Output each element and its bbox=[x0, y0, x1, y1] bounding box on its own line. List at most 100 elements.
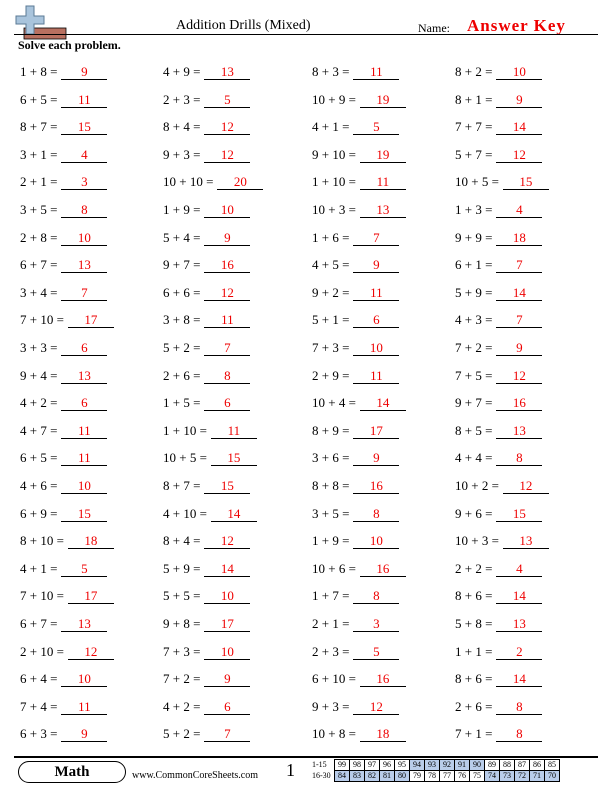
answer: 11 bbox=[204, 313, 251, 329]
answer: 10 bbox=[353, 341, 400, 356]
score-cell: 85 bbox=[544, 759, 560, 771]
question: 5 + 7 = bbox=[455, 146, 493, 162]
question: 1 + 10 = bbox=[312, 174, 356, 190]
answer: 15 bbox=[210, 451, 257, 467]
problem: 8 + 7 = 15 bbox=[163, 478, 251, 494]
answer: 9 bbox=[61, 65, 108, 80]
score-cell: 95 bbox=[394, 759, 410, 771]
question: 9 + 3 = bbox=[312, 698, 350, 714]
problem: 10 + 3 = 13 bbox=[455, 533, 549, 550]
question: 2 + 6 = bbox=[163, 367, 201, 383]
answer: 6 bbox=[353, 313, 400, 329]
problem: 8 + 2 = 10 bbox=[455, 64, 543, 80]
problem: 6 + 1 = 7 bbox=[455, 257, 543, 274]
question: 6 + 9 = bbox=[20, 505, 58, 521]
answer: 7 bbox=[204, 727, 251, 743]
question: 5 + 1 = bbox=[312, 312, 350, 328]
answer: 18 bbox=[67, 534, 114, 550]
problem: 5 + 9 = 14 bbox=[455, 284, 543, 301]
question: 5 + 9 = bbox=[455, 284, 493, 300]
answer: 15 bbox=[502, 175, 549, 191]
problem: 2 + 1 = 3 bbox=[20, 174, 108, 191]
answer: 17 bbox=[204, 617, 251, 632]
problem: 4 + 2 = 6 bbox=[20, 395, 108, 412]
answer: 11 bbox=[61, 423, 108, 439]
problem: 8 + 4 = 12 bbox=[163, 533, 251, 550]
problem: 9 + 7 = 16 bbox=[163, 257, 251, 274]
answer: 17 bbox=[67, 589, 114, 605]
question: 7 + 2 = bbox=[163, 671, 201, 687]
problem: 1 + 3 = 4 bbox=[455, 202, 543, 218]
problem: 8 + 4 = 12 bbox=[163, 119, 251, 136]
answer: 8 bbox=[353, 506, 400, 522]
score-cell: 81 bbox=[379, 770, 395, 782]
problem: 7 + 10 = 17 bbox=[20, 588, 114, 605]
score-cell: 90 bbox=[469, 759, 485, 771]
score-cell: 70 bbox=[544, 770, 560, 782]
question: 10 + 2 = bbox=[455, 478, 499, 493]
score-cell: 88 bbox=[499, 759, 515, 771]
page-number: 1 bbox=[286, 760, 295, 780]
question: 10 + 3 = bbox=[455, 533, 499, 549]
answer: 13 bbox=[61, 617, 108, 632]
problem: 1 + 6 = 7 bbox=[312, 230, 400, 246]
problem: 8 + 3 = 11 bbox=[312, 64, 400, 80]
question: 1 + 10 = bbox=[163, 422, 207, 438]
answer: 9 bbox=[353, 258, 400, 274]
problem: 7 + 4 = 11 bbox=[20, 699, 108, 715]
problem: 2 + 8 = 10 bbox=[20, 230, 108, 246]
score-table: 1-15 99 98 97 96 95 94 93 92 91 90 89 88 87 86 85 16-30 8… bbox=[312, 759, 560, 782]
answer: 11 bbox=[353, 368, 400, 384]
score-cell: 71 bbox=[529, 770, 545, 782]
answer: 10 bbox=[204, 203, 251, 218]
subject-badge: Math bbox=[18, 761, 126, 783]
problem: 7 + 10 = 17 bbox=[20, 312, 114, 329]
question: 6 + 6 = bbox=[163, 284, 201, 300]
answer: 15 bbox=[204, 479, 251, 494]
score-cell: 96 bbox=[379, 759, 395, 771]
question: 4 + 6 = bbox=[20, 478, 58, 493]
answer: 7 bbox=[204, 341, 251, 356]
question: 6 + 5 = bbox=[20, 450, 58, 466]
answer: 10 bbox=[496, 65, 543, 80]
answer: 13 bbox=[204, 65, 251, 80]
answer: 16 bbox=[359, 672, 406, 688]
problem: 1 + 10 = 11 bbox=[163, 423, 257, 439]
score-cell: 83 bbox=[349, 770, 365, 782]
question: 1 + 9 = bbox=[163, 202, 201, 217]
question: 3 + 6 = bbox=[312, 450, 350, 466]
question: 10 + 8 = bbox=[312, 726, 356, 742]
problem: 3 + 8 = 11 bbox=[163, 312, 251, 329]
name-label: Name: bbox=[418, 21, 450, 35]
answer: 17 bbox=[353, 423, 400, 439]
score-cell: 77 bbox=[439, 770, 455, 782]
answer: 14 bbox=[204, 561, 251, 577]
question: 3 + 8 = bbox=[163, 312, 201, 328]
score-cell: 91 bbox=[454, 759, 470, 771]
score-cell: 86 bbox=[529, 759, 545, 771]
question: 8 + 1 = bbox=[455, 91, 493, 107]
problem: 8 + 10 = 18 bbox=[20, 533, 114, 550]
answer: 14 bbox=[359, 396, 406, 412]
answer: 6 bbox=[204, 396, 251, 412]
problem: 5 + 2 = 7 bbox=[163, 340, 251, 356]
answer: 12 bbox=[204, 147, 251, 163]
problem: 6 + 4 = 10 bbox=[20, 671, 108, 688]
problem: 9 + 6 = 15 bbox=[455, 506, 543, 522]
problem: 3 + 4 = 7 bbox=[20, 285, 108, 301]
header-rule bbox=[14, 34, 598, 35]
question: 8 + 7 = bbox=[20, 119, 58, 135]
question: 7 + 10 = bbox=[20, 588, 64, 604]
problem: 4 + 5 = 9 bbox=[312, 257, 400, 274]
answer: 3 bbox=[353, 617, 400, 632]
problem: 6 + 9 = 15 bbox=[20, 505, 108, 522]
answer: 14 bbox=[496, 120, 543, 136]
answer: 12 bbox=[502, 479, 549, 494]
problem: 6 + 5 = 11 bbox=[20, 450, 108, 467]
answer: 11 bbox=[359, 175, 406, 191]
question: 8 + 6 = bbox=[455, 588, 493, 604]
score-cell: 75 bbox=[469, 770, 485, 782]
answer: 16 bbox=[353, 479, 400, 494]
footer-rule bbox=[14, 756, 598, 758]
answer: 8 bbox=[496, 451, 543, 467]
